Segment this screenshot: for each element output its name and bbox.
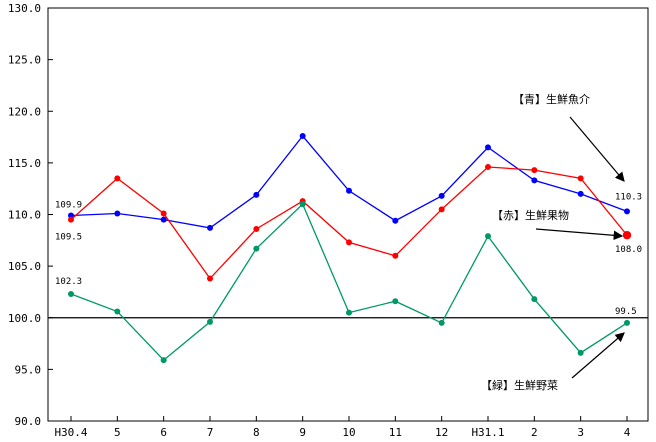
- data-label: 102.3: [55, 277, 82, 287]
- data-labels: 109.9 109.5 102.3 110.3 108.0 99.5: [55, 192, 642, 317]
- y-tick-label: 115.0: [8, 157, 41, 170]
- series-2-point: [114, 308, 121, 315]
- series-0-point: [485, 144, 491, 151]
- y-tick-label: 110.0: [8, 209, 41, 222]
- series-2-point: [392, 298, 399, 305]
- x-tick-label: 7: [207, 426, 214, 439]
- x-tick-label: 6: [160, 426, 167, 439]
- series-1-point: [531, 167, 538, 174]
- x-tick-label: H30.4: [54, 426, 87, 439]
- y-tick-label: 120.0: [8, 105, 41, 118]
- series-0-point: [299, 133, 306, 140]
- series-0-point: [114, 210, 121, 217]
- series-1-point: [622, 230, 632, 240]
- y-tick-label: 130.0: [8, 2, 41, 15]
- x-axis: H30.4 5 6 7 8 9 10 11 12 H31.1 2 3 4: [54, 416, 631, 439]
- series-1-point: [114, 175, 121, 182]
- series-2-point: [485, 233, 491, 240]
- x-tick-label: 8: [253, 426, 260, 439]
- x-tick-label: H31.1: [471, 426, 504, 439]
- series-2-point: [299, 201, 306, 208]
- series-2-point: [207, 318, 213, 325]
- series-1-point: [207, 275, 213, 282]
- series-1-point: [160, 210, 167, 217]
- series-2-point: [160, 357, 167, 364]
- annotation-blue-arrow: [569, 116, 625, 182]
- series-1-point: [438, 206, 445, 213]
- data-label: 109.5: [55, 233, 82, 243]
- series-0-point: [207, 224, 213, 231]
- y-tick-label: 100.0: [8, 312, 41, 325]
- series-line-2: [70, 203, 628, 361]
- series-2-point: [253, 245, 260, 252]
- x-tick-label: 5: [114, 426, 121, 439]
- series-0-point: [392, 217, 399, 224]
- series-0-point: [346, 187, 352, 194]
- series-1-point: [485, 164, 491, 171]
- series-0-point: [531, 177, 538, 184]
- x-tick-label: 9: [299, 426, 306, 439]
- data-label: 110.3: [615, 192, 642, 202]
- series-0-point: [624, 208, 630, 215]
- data-label: 108.0: [615, 245, 642, 255]
- series-0-point: [577, 190, 584, 197]
- y-tick-label: 105.0: [8, 260, 41, 273]
- series-0-point: [68, 212, 74, 219]
- x-tick-label: 3: [577, 426, 584, 439]
- series-0-point: [438, 192, 445, 199]
- series-1-point: [392, 252, 399, 259]
- y-tick-label: 125.0: [8, 54, 41, 67]
- series-1-point: [253, 225, 260, 232]
- x-tick-label: 10: [342, 426, 355, 439]
- y-tick-label: 90.0: [15, 415, 42, 428]
- series-2-point: [531, 296, 538, 303]
- series-2-point: [346, 309, 352, 316]
- series-1-point: [68, 216, 74, 223]
- series-2-point: [68, 291, 74, 298]
- series-2-point: [577, 349, 584, 356]
- x-tick-label: 11: [389, 426, 402, 439]
- series-0-point: [253, 191, 260, 198]
- data-label: 99.5: [615, 307, 637, 317]
- series-2-point: [624, 319, 630, 326]
- y-tick-label: 95.0: [15, 363, 42, 376]
- x-tick-label: 12: [435, 426, 448, 439]
- series-0-point: [160, 216, 167, 223]
- series-1-point: [577, 175, 584, 182]
- series-2-point: [438, 319, 445, 326]
- series-group: [68, 133, 632, 364]
- annotation-red: 【赤】生鮮果物: [492, 208, 569, 222]
- y-axis: 90.0 95.0 100.0 105.0 110.0 115.0 120.0 125.0 13…: [8, 2, 53, 428]
- annotation-green: 【緑】生鮮野菜: [481, 378, 558, 392]
- x-tick-label: 4: [624, 426, 631, 439]
- annotation-blue: 【青】生鮮魚介: [513, 92, 590, 106]
- data-label: 109.9: [55, 201, 82, 211]
- series-1-point: [346, 239, 352, 246]
- x-tick-label: 2: [531, 426, 538, 439]
- annotation-red-arrow: [535, 228, 624, 241]
- annotation-green-arrow: [571, 332, 625, 379]
